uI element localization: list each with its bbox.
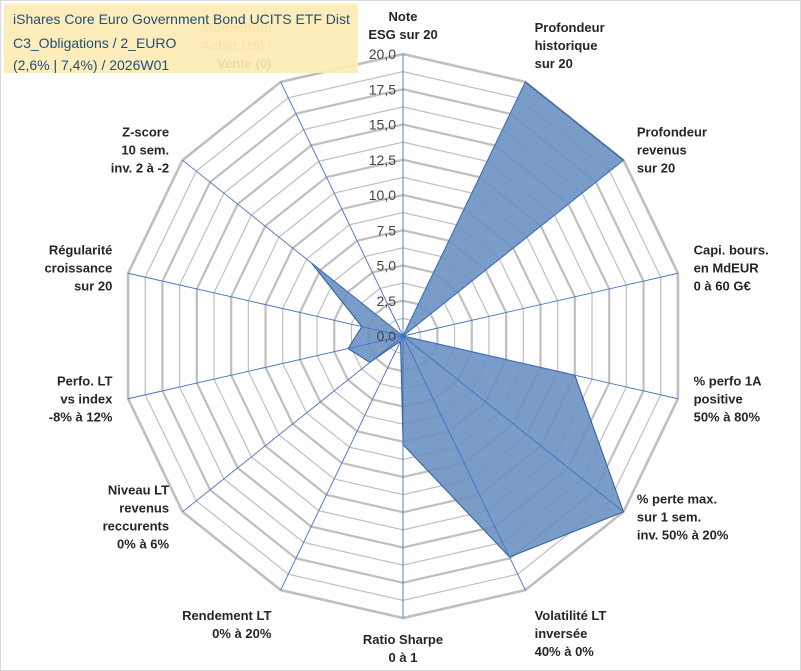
axis-label-line: inv. 50% à 20% [637, 527, 729, 542]
axis-label-line: 0% à 20% [212, 626, 272, 641]
axis-label: Capi. bours. en MdEUR 0 à 60 G€ [694, 243, 769, 294]
axis-label: Profondeur historique sur 20 [535, 20, 605, 71]
r-tick-label: 2,5 [377, 293, 397, 309]
axis-label-line: sur 20 [74, 279, 112, 294]
axis-label-line: % perfo 1A [694, 373, 763, 388]
chart-subtitle-line: C3_Obligations / 2_EURO [13, 35, 177, 51]
axis-spoke [402, 159, 624, 337]
axis-label-line: Volatilité LT [535, 608, 607, 623]
axis-label-line: 0% à 6% [117, 536, 169, 551]
axis-label: Z-score 10 sem. inv. 2 à -2 [111, 125, 169, 176]
axis-label: % perfo 1A positive 50% à 80% [694, 373, 763, 424]
axis-label-line: inv. 2 à -2 [111, 161, 169, 176]
axis-label-line: en MdEUR [694, 261, 760, 276]
axis-spoke [402, 272, 679, 337]
axis-label-line: Ratio Sharpe [363, 632, 443, 647]
r-tick-label: 17,5 [369, 81, 396, 97]
axis-label-line: Profondeur [535, 20, 605, 35]
axis-spoke [182, 335, 404, 513]
axis-label-line: revenus [119, 500, 169, 515]
axis-label-line: Capi. bours. [694, 243, 769, 258]
axis-label-line: sur 1 sem. [637, 509, 701, 524]
axis-spoke [127, 272, 404, 337]
axis-spoke [402, 335, 624, 513]
axis-label: Régularité croissance sur 20 [44, 243, 112, 294]
axis-label-line: Niveau LT [108, 482, 169, 497]
axis-label-line: -8% à 12% [49, 409, 113, 424]
axis-label-line: % perte max. [637, 491, 717, 506]
axis-label-line: Profondeur [637, 125, 707, 140]
axis-label-line: sur 20 [637, 161, 675, 176]
axis-spoke [402, 81, 526, 337]
r-tick-label: 0,0 [377, 328, 397, 344]
axis-label-line: vs index [60, 391, 113, 406]
chart-period-line: (2,6% | 7,4%) / 2026W01 [13, 57, 170, 73]
axis-label: Niveau LT revenus reccurents 0% à 6% [103, 482, 170, 551]
axis-label-line: historique [535, 38, 598, 53]
axis-spoke [280, 81, 404, 337]
axis-label-line: ESG sur 20 [368, 27, 437, 42]
axis-label-line: 50% à 80% [694, 409, 761, 424]
axis-label-line: croissance [44, 261, 112, 276]
axis-label-line: Z-score [122, 125, 169, 140]
spoke-layer [127, 54, 679, 618]
r-tick-label: 5,0 [377, 258, 397, 274]
chart-title-line: iShares Core Euro Government Bond UCITS … [13, 11, 350, 27]
axis-label: % perte max. sur 1 sem. inv. 50% à 20% [637, 491, 729, 542]
axis-label-line: inversée [535, 626, 588, 641]
axis-spoke [402, 335, 526, 591]
axis-label: Ratio Sharpe 0 à 1 [363, 632, 443, 665]
axis-label-line: reccurents [103, 518, 169, 533]
axis-label: Perfo. LT vs index -8% à 12% [49, 373, 113, 424]
r-tick-label: 20,0 [369, 46, 396, 62]
axis-label: Rendement LT 0% à 20% [182, 608, 272, 641]
axis-label-line: 0 à 1 [389, 650, 418, 665]
axis-spoke [402, 335, 679, 400]
axis-label-line: Rendement LT [182, 608, 271, 623]
series-layer [311, 81, 625, 558]
axis-spoke [280, 335, 404, 591]
axis-label-line: revenus [637, 143, 687, 158]
tick-layer: 0,0 2,5 5,0 7,5 10,0 12,5 15,0 17,5 20,0 [369, 46, 396, 344]
axis-label-line: 10 sem. [121, 143, 169, 158]
axis-label: Note ESG sur 20 [368, 9, 437, 42]
axis-label-line: sur 20 [535, 56, 573, 71]
r-tick-label: 7,5 [377, 222, 397, 238]
axis-label-line: Régularité [49, 243, 113, 258]
chart-title-box [4, 4, 358, 73]
axis-label: Volatilité LT inversée 40% à 0% [535, 608, 607, 659]
axis-label-line: Note [389, 9, 418, 24]
r-tick-label: 12,5 [369, 152, 396, 168]
axis-label-line: 0 à 60 G€ [694, 279, 751, 294]
axis-spoke [127, 335, 404, 400]
r-tick-label: 15,0 [369, 117, 396, 133]
series-area [311, 81, 625, 558]
axis-label: Profondeur revenus sur 20 [637, 125, 707, 176]
axis-label-line: Perfo. LT [57, 373, 112, 388]
r-tick-label: 10,0 [369, 187, 396, 203]
axis-spoke [182, 159, 404, 337]
axis-label-line: positive [694, 391, 743, 406]
axis-label-line: 40% à 0% [535, 644, 595, 659]
